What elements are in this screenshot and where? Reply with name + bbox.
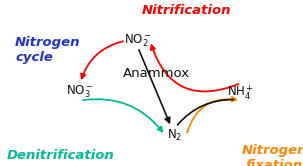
Text: Anammox: Anammox [122, 67, 190, 80]
Text: Nitrogen
cycle: Nitrogen cycle [15, 36, 81, 64]
Text: Nitrogen
fixation: Nitrogen fixation [241, 144, 303, 166]
Text: NO$_3^-$: NO$_3^-$ [66, 84, 94, 100]
FancyArrowPatch shape [151, 45, 238, 91]
FancyArrowPatch shape [83, 99, 162, 131]
Text: N$_2$: N$_2$ [167, 128, 182, 143]
Text: Denitrification: Denitrification [7, 149, 115, 162]
Text: Nitrification: Nitrification [142, 4, 231, 17]
FancyArrowPatch shape [139, 50, 170, 123]
Text: NO$_2^-$: NO$_2^-$ [124, 32, 152, 49]
Text: NH$_4^+$: NH$_4^+$ [227, 83, 255, 102]
FancyArrowPatch shape [187, 97, 236, 133]
FancyArrowPatch shape [178, 100, 234, 125]
FancyArrowPatch shape [81, 41, 123, 78]
